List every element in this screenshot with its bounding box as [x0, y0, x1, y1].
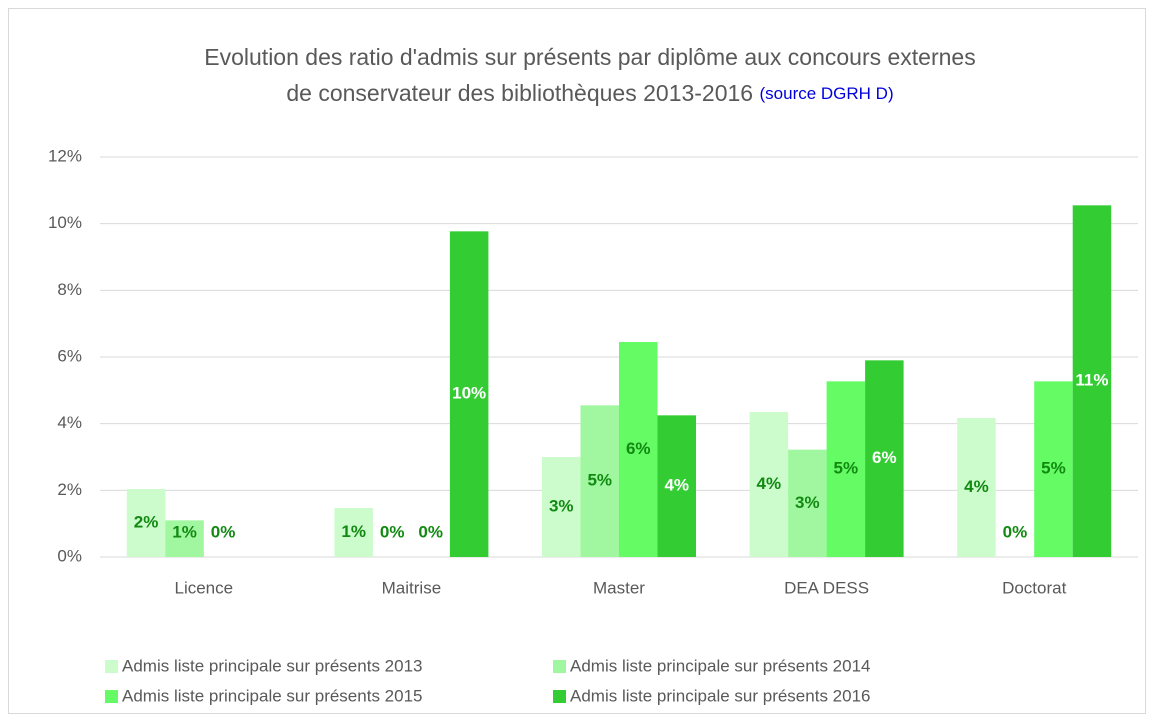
value-label: 0%: [418, 522, 443, 541]
y-tick-label: 12%: [48, 146, 82, 165]
y-tick-label: 0%: [57, 546, 82, 565]
chart-title: de conservateur des bibliothèques 2013-2…: [286, 80, 893, 106]
chart-source: (source DGRH D): [760, 84, 894, 103]
chart-border: [8, 8, 1146, 714]
legend-label: Admis liste principale sur présents 2013: [122, 656, 422, 675]
legend-swatch: [105, 660, 118, 673]
bar: [826, 381, 866, 557]
chart-title-line: de conservateur des bibliothèques 2013-2…: [286, 80, 753, 106]
legend-label: Admis liste principale sur présents 2016: [570, 686, 870, 705]
y-tick-label: 4%: [57, 413, 82, 432]
bar: [865, 360, 904, 557]
value-label: 4%: [757, 474, 782, 493]
bar: [619, 342, 658, 557]
value-label: 1%: [172, 522, 197, 541]
legend-swatch: [105, 690, 118, 703]
bar: [1034, 381, 1073, 557]
x-tick-label: Maitrise: [382, 578, 442, 597]
value-label: 1%: [341, 522, 366, 541]
y-tick-label: 6%: [57, 346, 82, 365]
bar: [788, 449, 827, 557]
bar: [657, 415, 696, 557]
bar: [165, 520, 204, 557]
value-label: 4%: [964, 477, 989, 496]
chart-title: Evolution des ratio d'admis sur présents…: [204, 44, 975, 70]
y-tick-label: 2%: [57, 480, 82, 499]
bar: [126, 489, 166, 557]
y-tick-label: 8%: [57, 280, 82, 299]
y-tick-label: 10%: [48, 213, 82, 232]
bar: [1072, 205, 1112, 558]
value-label: 6%: [626, 439, 651, 458]
x-tick-label: Master: [593, 578, 645, 597]
value-label: 11%: [1075, 371, 1108, 390]
value-label: 0%: [1003, 522, 1028, 541]
value-label: 3%: [549, 496, 574, 515]
value-label: 5%: [1041, 459, 1066, 478]
bar: [542, 457, 581, 557]
value-label: 3%: [795, 493, 820, 512]
bar: [580, 405, 619, 557]
legend-label: Admis liste principale sur présents 2014: [570, 656, 870, 675]
value-label: 4%: [664, 476, 689, 495]
x-tick-label: DEA DESS: [784, 578, 869, 597]
x-tick-label: Doctorat: [1002, 578, 1067, 597]
bar: [449, 231, 489, 558]
value-label: 0%: [380, 522, 405, 541]
legend-swatch: [553, 690, 566, 703]
legend-label: Admis liste principale sur présents 2015: [122, 686, 422, 705]
value-label: 6%: [872, 448, 897, 467]
x-tick-label: Licence: [174, 578, 233, 597]
bar: [334, 508, 373, 557]
bar: [749, 412, 789, 557]
value-label: 2%: [134, 512, 159, 531]
value-label: 0%: [211, 522, 236, 541]
value-label: 10%: [452, 384, 486, 403]
bar: [957, 418, 996, 557]
legend-swatch: [553, 660, 566, 673]
value-label: 5%: [834, 459, 859, 478]
value-label: 5%: [587, 471, 612, 490]
